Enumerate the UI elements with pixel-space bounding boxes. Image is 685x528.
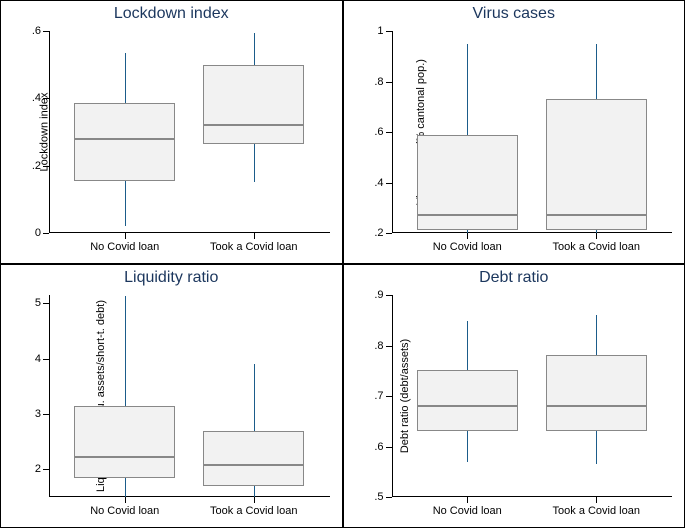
boxplot-median	[203, 464, 304, 466]
xtick-label: Took a Covid loan	[210, 241, 297, 253]
ytick-label: .6	[374, 441, 383, 453]
boxplot-median	[74, 138, 175, 140]
panel-debt: Debt ratio Debt ratio (debt/assets) .5.6…	[343, 264, 685, 528]
ytick-label: .8	[374, 340, 383, 352]
boxplot-median	[203, 124, 304, 126]
plot-area-3: .5.6.7.8.9No Covid loanTook a Covid loan	[392, 295, 673, 497]
boxplot-median	[546, 214, 647, 216]
boxplot-box	[203, 431, 304, 486]
xtick-label: No Covid loan	[433, 241, 502, 253]
panel-grid: Lockdown index Lockdown index 0.2.4.6No …	[0, 0, 685, 528]
ytick-label: .6	[374, 126, 383, 138]
boxplot-median	[74, 456, 175, 458]
ytick-label: .8	[374, 76, 383, 88]
ytick-label: 1	[377, 25, 383, 37]
ytick-label: .4	[374, 177, 383, 189]
ytick-label: .7	[374, 390, 383, 402]
panel-title: Liquidity ratio	[1, 269, 342, 287]
ytick-label: .9	[374, 289, 383, 301]
boxplot-median	[546, 405, 647, 407]
panel-virus: Virus cases Virus cases (% cantonal pop.…	[343, 0, 685, 264]
panel-title: Virus cases	[344, 5, 685, 23]
xtick-label: No Covid loan	[90, 241, 159, 253]
ytick-label: 3	[35, 408, 41, 420]
boxplot-median	[417, 214, 518, 216]
panel-lockdown: Lockdown index Lockdown index 0.2.4.6No …	[0, 0, 343, 264]
ytick-label: .6	[32, 25, 41, 37]
panel-liquidity: Liquidity ratio Liquidity ratio (liqu. a…	[0, 264, 343, 528]
ytick-label: 4	[35, 353, 41, 365]
boxplot-box	[74, 406, 175, 478]
boxplot-box	[546, 355, 647, 432]
ytick-label: .2	[374, 227, 383, 239]
panel-title: Debt ratio	[344, 269, 685, 287]
xtick-label: Took a Covid loan	[553, 241, 640, 253]
plot-area-0: 0.2.4.6No Covid loanTook a Covid loan	[49, 31, 330, 233]
xtick-label: No Covid loan	[90, 505, 159, 517]
xtick-label: Took a Covid loan	[210, 505, 297, 517]
boxplot-box	[74, 103, 175, 180]
ytick-label: .2	[32, 160, 41, 172]
boxplot-median	[417, 405, 518, 407]
ytick-label: 0	[35, 227, 41, 239]
ytick-label: .4	[32, 92, 41, 104]
ytick-label: 2	[35, 463, 41, 475]
xtick-label: No Covid loan	[433, 505, 502, 517]
ytick-label: 5	[35, 297, 41, 309]
ytick-label: .5	[374, 491, 383, 503]
xtick-label: Took a Covid loan	[553, 505, 640, 517]
panel-title: Lockdown index	[1, 5, 342, 23]
plot-area-1: .2.4.6.81No Covid loanTook a Covid loan	[392, 31, 673, 233]
plot-area-2: 2345No Covid loanTook a Covid loan	[49, 295, 330, 497]
boxplot-box	[203, 65, 304, 144]
boxplot-box	[546, 99, 647, 230]
boxplot-box	[417, 370, 518, 432]
